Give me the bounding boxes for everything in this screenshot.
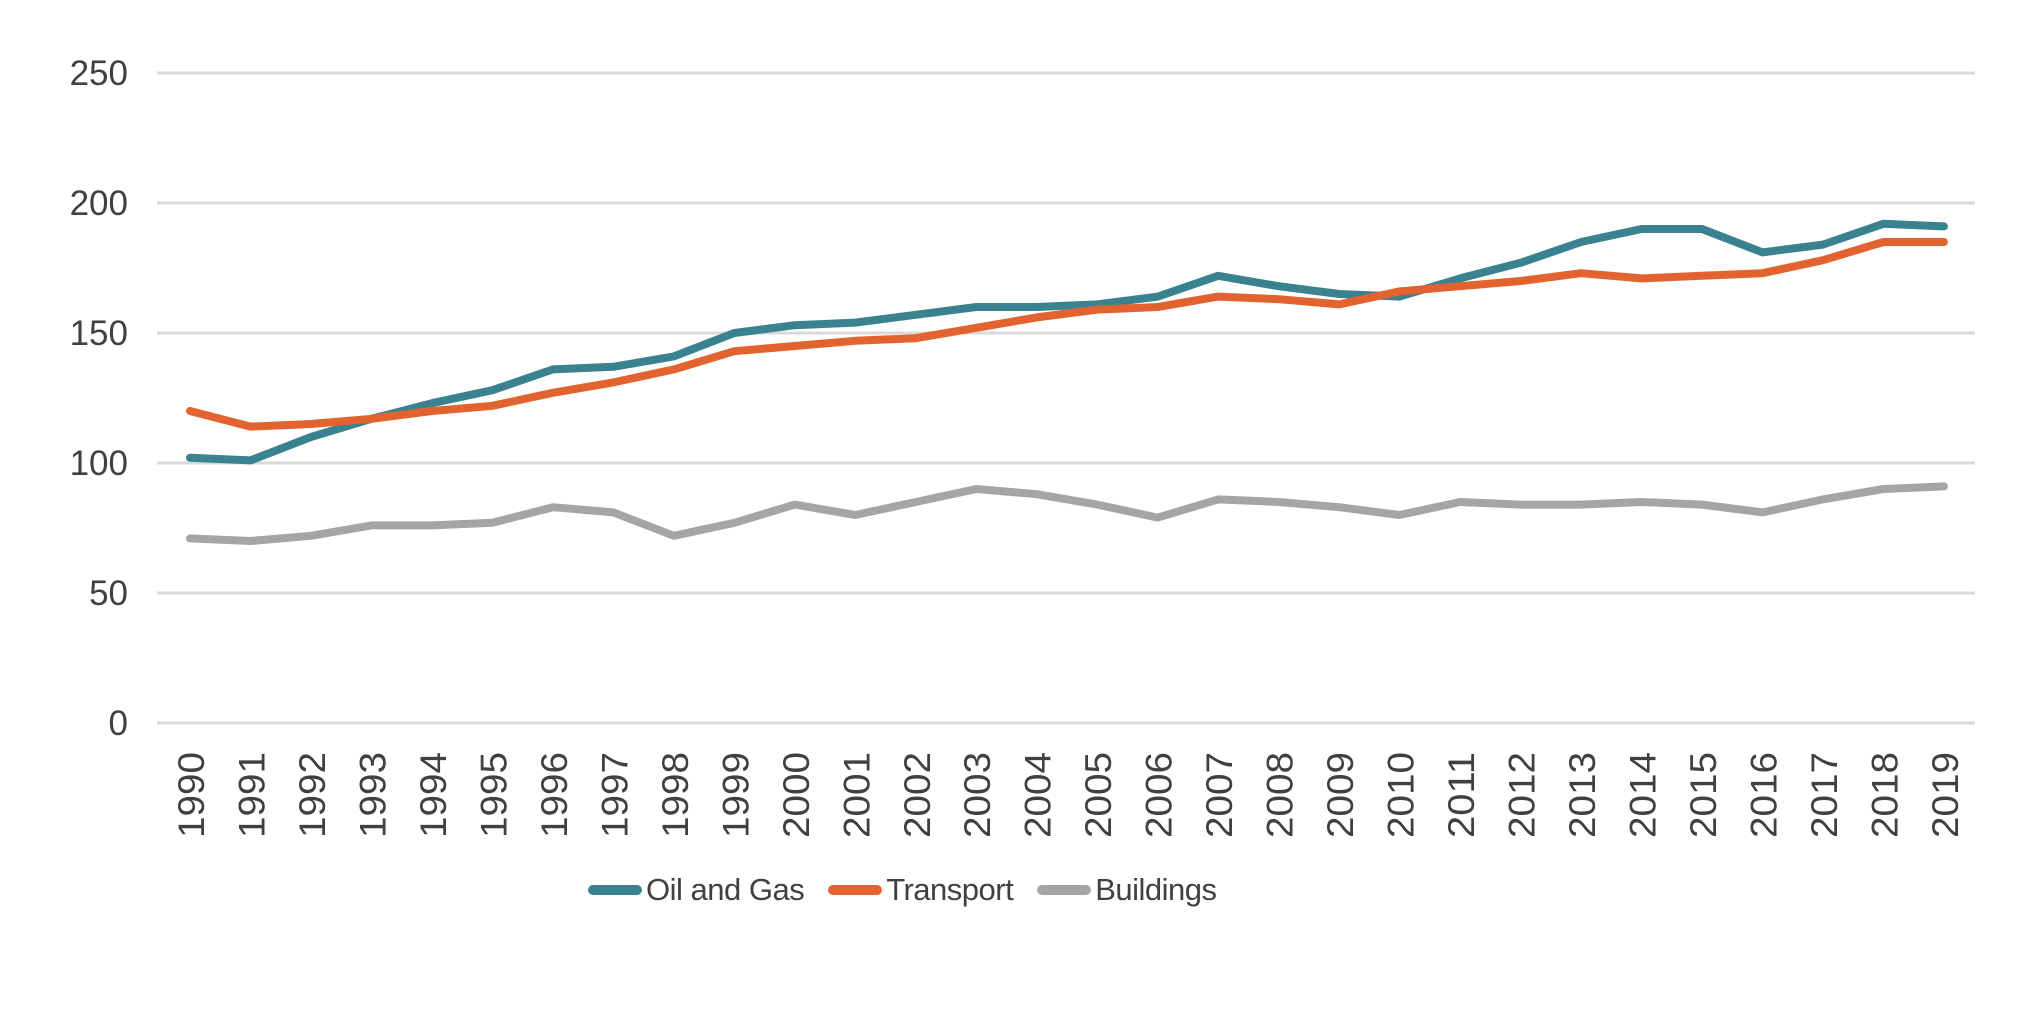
x-tick-label-1998: 1998 [655,752,696,838]
legend-swatch-buildings [1037,885,1092,895]
x-tick-label-1999: 1999 [715,752,756,838]
legend-label-oil-and-gas: Oil and Gas [646,872,805,907]
x-tick-label-2003: 2003 [957,752,998,838]
legend-swatch-transport [828,885,883,895]
series-line-buildings [186,482,1948,545]
y-tick-label-0: 0 [109,704,128,743]
x-tick-label-1992: 1992 [292,752,333,838]
x-tick-label-2019: 2019 [1925,752,1966,838]
x-tick-label-1993: 1993 [352,752,393,838]
legend-item-buildings: Buildings [1037,872,1217,908]
series-line-transport [186,238,1948,431]
x-tick-label-2001: 2001 [836,752,877,838]
x-tick-label-2014: 2014 [1623,752,1664,838]
x-tick-label-1996: 1996 [534,752,575,838]
x-tick-label-2004: 2004 [1018,752,1059,838]
legend-item-transport: Transport [828,872,1014,908]
x-tick-label-2008: 2008 [1260,752,1301,838]
x-tick-label-2006: 2006 [1139,752,1180,838]
series-line-oil-and-gas [186,219,1948,465]
x-tick-label-2011: 2011 [1441,752,1482,838]
x-tick-label-1995: 1995 [473,752,514,838]
legend-swatch-oil-and-gas [588,885,642,895]
x-tick-label-2018: 2018 [1864,752,1905,838]
x-tick-label-1994: 1994 [413,752,454,838]
y-tick-label-50: 50 [89,574,128,613]
y-tick-label-100: 100 [70,444,128,483]
x-tick-label-2010: 2010 [1381,752,1422,838]
x-tick-label-2005: 2005 [1078,752,1119,838]
x-tick-label-2012: 2012 [1502,752,1543,838]
x-tick-label-2016: 2016 [1743,752,1784,838]
x-tick-label-2007: 2007 [1199,752,1240,838]
x-tick-label-2002: 2002 [897,752,938,838]
chart-legend: Oil and Gas Transport Buildings [588,872,1241,908]
x-tick-label-1991: 1991 [231,752,272,838]
y-tick-label-200: 200 [70,184,128,223]
x-tick-label-2017: 2017 [1804,752,1845,838]
x-tick-label-1990: 1990 [171,752,212,838]
y-tick-label-250: 250 [70,54,128,93]
x-tick-label-2000: 2000 [776,752,817,838]
x-tick-label-1997: 1997 [594,752,635,838]
x-tick-label-2009: 2009 [1320,752,1361,838]
legend-item-oil-and-gas: Oil and Gas [588,872,805,908]
x-tick-label-2015: 2015 [1683,752,1724,838]
y-tick-label-150: 150 [70,314,128,353]
legend-label-transport: Transport [886,872,1014,907]
x-tick-label-2013: 2013 [1562,752,1603,838]
legend-label-buildings: Buildings [1095,872,1217,907]
